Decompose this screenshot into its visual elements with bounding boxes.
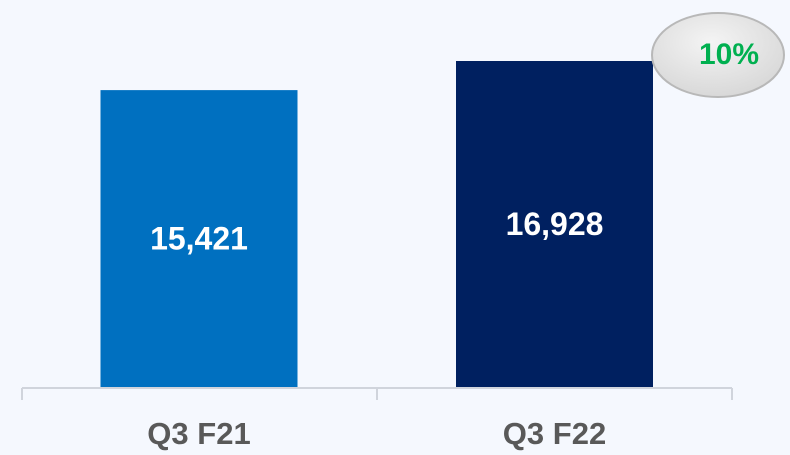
value-label: 16,928 <box>506 206 604 242</box>
bars <box>100 61 653 389</box>
bar <box>456 61 653 388</box>
annotation-bubble <box>651 12 785 98</box>
value-label: 15,421 <box>150 221 248 257</box>
annotation: 10% <box>699 38 759 71</box>
x-tick-label: Q3 F22 <box>503 416 606 451</box>
bar <box>100 90 298 389</box>
x-tick-label: Q3 F21 <box>147 416 250 451</box>
